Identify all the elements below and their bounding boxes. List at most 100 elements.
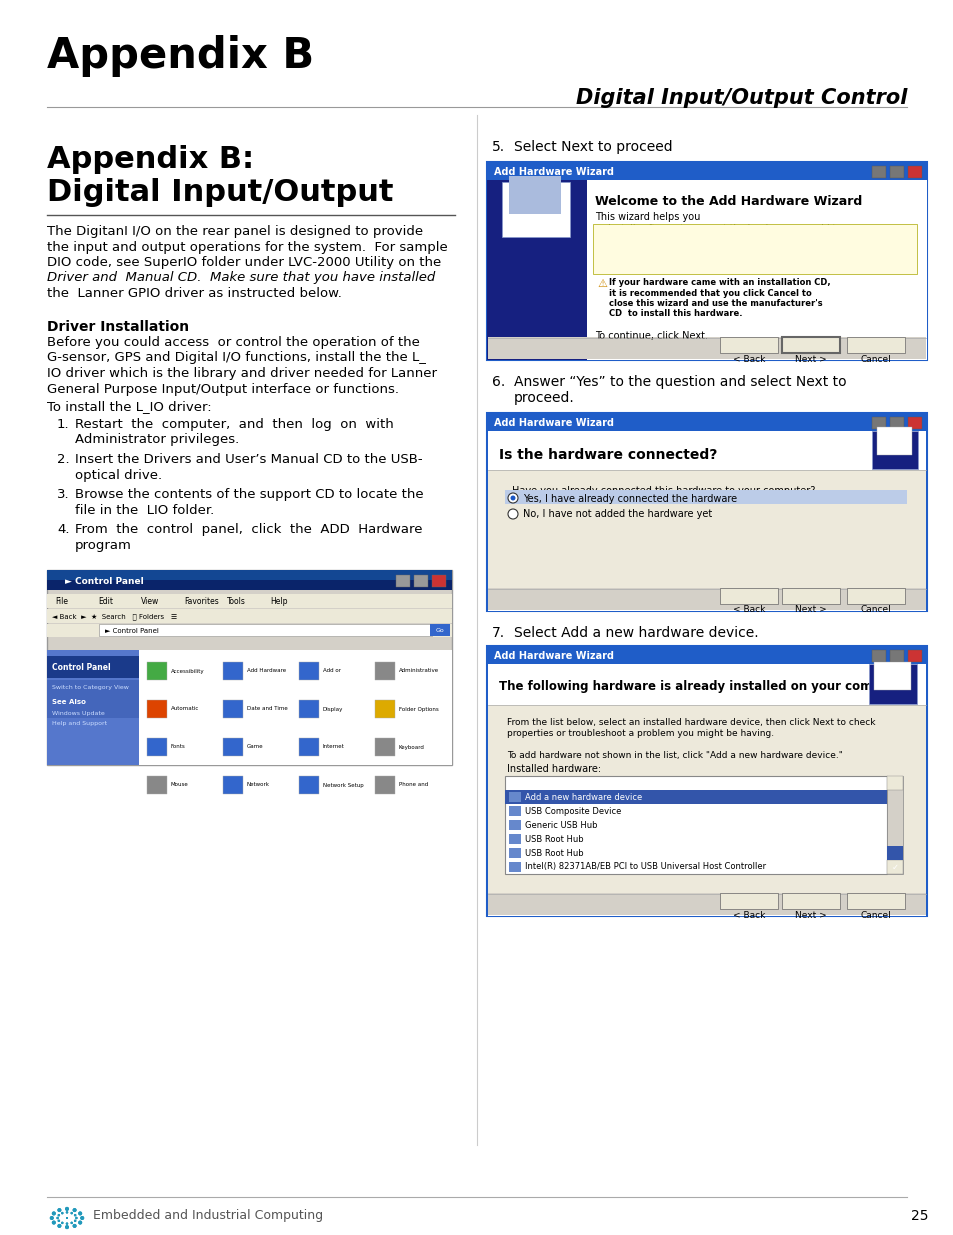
Text: USB Root Hub: USB Root Hub bbox=[524, 848, 583, 857]
Text: Digital Input/Output Control: Digital Input/Output Control bbox=[575, 88, 906, 107]
Text: the input and output operations for the system.  For sample: the input and output operations for the … bbox=[47, 241, 447, 253]
Text: General Purpose Input/Output interface or functions.: General Purpose Input/Output interface o… bbox=[47, 383, 398, 395]
Circle shape bbox=[61, 1221, 64, 1224]
Bar bbox=[488, 893, 925, 915]
Circle shape bbox=[71, 1212, 72, 1214]
Bar bbox=[375, 739, 395, 756]
Text: the  Lanner GPIO driver as instructed below.: the Lanner GPIO driver as instructed bel… bbox=[47, 287, 341, 300]
Circle shape bbox=[66, 1218, 68, 1219]
Text: Answer “Yes” to the question and select Next to: Answer “Yes” to the question and select … bbox=[514, 375, 845, 389]
Text: Cancel: Cancel bbox=[860, 354, 890, 363]
Text: Add or: Add or bbox=[323, 668, 340, 673]
Circle shape bbox=[57, 1224, 61, 1228]
Bar bbox=[907, 650, 921, 662]
Bar bbox=[509, 806, 520, 816]
Text: File: File bbox=[55, 598, 68, 606]
Circle shape bbox=[66, 1223, 69, 1225]
Bar bbox=[488, 431, 925, 468]
Circle shape bbox=[66, 1218, 68, 1219]
Circle shape bbox=[57, 1214, 60, 1216]
Bar bbox=[886, 846, 902, 860]
Text: Add Hardware Wizard: Add Hardware Wizard bbox=[494, 651, 614, 661]
Bar bbox=[781, 337, 840, 353]
Bar bbox=[509, 820, 520, 830]
Text: hardware.: hardware. bbox=[597, 257, 659, 266]
Text: optical drive.: optical drive. bbox=[75, 468, 162, 482]
Circle shape bbox=[56, 1216, 59, 1219]
Bar bbox=[486, 646, 926, 916]
Circle shape bbox=[66, 1218, 68, 1219]
Bar bbox=[47, 609, 452, 622]
Circle shape bbox=[66, 1218, 68, 1219]
Circle shape bbox=[66, 1212, 69, 1214]
Circle shape bbox=[57, 1208, 61, 1212]
Text: Add a new hardware device: Add a new hardware device bbox=[524, 793, 641, 802]
Text: See Also: See Also bbox=[52, 699, 86, 705]
Circle shape bbox=[51, 1212, 56, 1215]
Circle shape bbox=[66, 1218, 68, 1219]
Circle shape bbox=[80, 1216, 84, 1220]
Bar bbox=[47, 571, 452, 590]
Text: ► Control Panel: ► Control Panel bbox=[65, 577, 144, 585]
Text: Driver Installation: Driver Installation bbox=[47, 320, 189, 333]
Bar bbox=[488, 588, 925, 610]
Bar bbox=[488, 664, 925, 916]
Text: Windows Update: Windows Update bbox=[52, 710, 105, 715]
Bar bbox=[298, 776, 318, 794]
Bar bbox=[876, 427, 911, 454]
Text: Insert the Drivers and User’s Manual CD to the USB-: Insert the Drivers and User’s Manual CD … bbox=[75, 453, 422, 466]
Circle shape bbox=[73, 1220, 76, 1223]
Text: Restart  the  computer,  and  then  log  on  with: Restart the computer, and then log on wi… bbox=[75, 417, 394, 431]
Circle shape bbox=[66, 1218, 68, 1219]
Circle shape bbox=[71, 1221, 72, 1224]
Bar bbox=[781, 893, 840, 909]
Bar bbox=[486, 180, 586, 359]
Bar bbox=[139, 650, 452, 764]
Bar bbox=[509, 834, 520, 844]
Bar bbox=[47, 650, 139, 764]
Bar bbox=[375, 662, 395, 680]
Text: Cancel: Cancel bbox=[860, 605, 890, 615]
Circle shape bbox=[65, 1207, 69, 1210]
Text: it is recommended that you click Cancel to: it is recommended that you click Cancel … bbox=[608, 289, 811, 298]
Bar bbox=[720, 588, 778, 604]
Circle shape bbox=[66, 1218, 68, 1219]
Bar bbox=[47, 680, 139, 718]
Circle shape bbox=[57, 1208, 61, 1212]
Circle shape bbox=[66, 1218, 68, 1219]
Text: Network Setup: Network Setup bbox=[323, 783, 363, 788]
Bar bbox=[488, 664, 925, 704]
Text: 4.: 4. bbox=[57, 522, 70, 536]
Text: View: View bbox=[141, 598, 159, 606]
Circle shape bbox=[72, 1208, 76, 1212]
Bar bbox=[871, 417, 885, 429]
Bar bbox=[886, 776, 902, 874]
Bar bbox=[873, 662, 910, 690]
Text: G-sensor, GPS and Digital I/O functions, install the the L_: G-sensor, GPS and Digital I/O functions,… bbox=[47, 352, 425, 364]
Text: Date and Time: Date and Time bbox=[247, 706, 288, 711]
Circle shape bbox=[66, 1218, 68, 1219]
Circle shape bbox=[73, 1220, 76, 1223]
Bar bbox=[504, 490, 906, 504]
Text: Control Panel: Control Panel bbox=[52, 663, 111, 673]
Circle shape bbox=[66, 1218, 68, 1219]
Bar bbox=[486, 162, 926, 180]
Bar bbox=[781, 588, 840, 604]
Bar bbox=[298, 739, 318, 756]
Circle shape bbox=[71, 1221, 72, 1224]
Bar bbox=[509, 848, 520, 858]
Text: The DigitanI I/O on the rear panel is designed to provide: The DigitanI I/O on the rear panel is de… bbox=[47, 225, 423, 238]
Bar bbox=[886, 860, 902, 874]
Circle shape bbox=[66, 1218, 68, 1219]
Circle shape bbox=[51, 1220, 56, 1225]
Text: Folder Options: Folder Options bbox=[398, 706, 438, 711]
Text: Browse the contents of the support CD to locate the: Browse the contents of the support CD to… bbox=[75, 488, 423, 501]
Circle shape bbox=[78, 1212, 82, 1215]
Bar bbox=[871, 165, 885, 178]
Bar bbox=[47, 594, 452, 608]
Text: From the list below, select an installed hardware device, then click Next to che: From the list below, select an installed… bbox=[506, 718, 875, 727]
Text: Display: Display bbox=[323, 706, 343, 711]
Text: Next >: Next > bbox=[794, 910, 826, 920]
Text: computer.: computer. bbox=[597, 235, 659, 245]
Text: ⚠: ⚠ bbox=[597, 279, 606, 289]
